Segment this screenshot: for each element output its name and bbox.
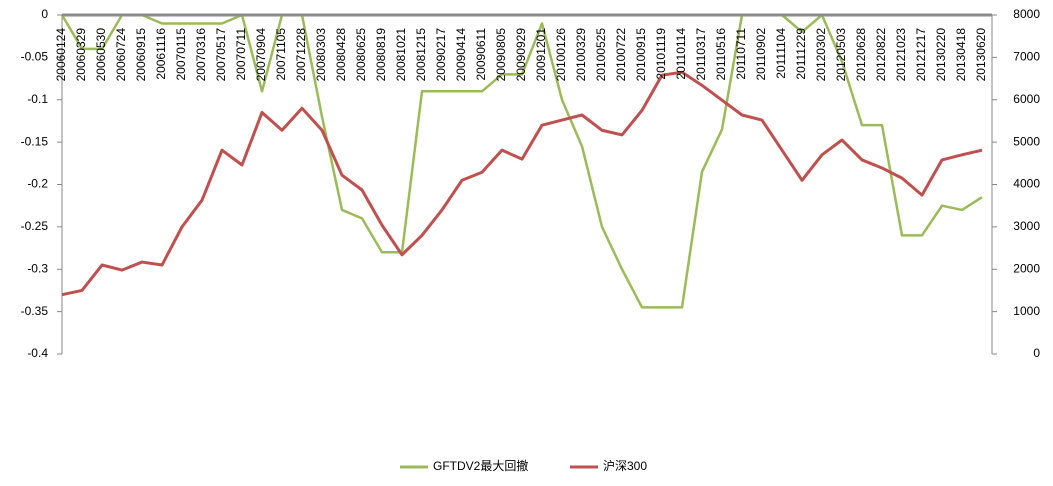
y-tick-label: -0.35	[21, 304, 49, 318]
x-tick-label: 20080428	[334, 28, 348, 82]
y2-tick-label: 3000	[1013, 219, 1040, 233]
x-tick-label: 20090611	[474, 28, 488, 81]
x-tick-label: 20060915	[134, 28, 148, 82]
x-tick-label: 20100329	[574, 28, 588, 82]
legend-label: GFTDV2最大回撤	[433, 458, 528, 473]
y2-tick-label: 8000	[1013, 7, 1040, 21]
x-tick-label: 20100525	[594, 28, 608, 82]
x-tick-label: 20130418	[954, 28, 968, 82]
series-line	[60, 13, 983, 309]
x-tick-label: 20071105	[274, 28, 288, 81]
x-tick-label: 20060530	[94, 28, 108, 82]
x-tick-label: 20101119	[654, 28, 668, 80]
x-tick-label: 20121023	[894, 28, 908, 82]
y2-tick-label: 6000	[1013, 92, 1040, 106]
y-tick-label: -0.1	[27, 92, 48, 106]
x-tick-label: 20110902	[754, 28, 768, 81]
x-tick-label: 20070316	[194, 28, 208, 82]
x-tick-label: 20060724	[114, 28, 128, 82]
y2-tick-label: 0	[1033, 346, 1040, 360]
x-tick-label: 20110114	[674, 28, 688, 80]
y-tick-label: -0.05	[21, 50, 49, 64]
x-tick-label: 20110516	[714, 28, 728, 81]
x-tick-label: 20130620	[974, 28, 988, 82]
x-tick-label: 20060329	[74, 28, 88, 82]
x-tick-label: 20090929	[514, 28, 528, 82]
x-tick-label: 20100915	[634, 28, 648, 82]
y2-tick-label: 5000	[1013, 134, 1040, 148]
y2-tick-label: 1000	[1013, 304, 1040, 318]
x-tick-label: 20111229	[794, 28, 808, 80]
x-tick-label: 20130220	[934, 28, 948, 82]
x-tick-label: 20110711	[734, 28, 748, 80]
x-tick-label: 20080303	[314, 28, 328, 82]
x-tick-label: 20080819	[374, 28, 388, 82]
x-tick-label: 20110317	[694, 28, 708, 81]
x-tick-label: 20080625	[354, 28, 368, 82]
legend-label: 沪深300	[603, 459, 647, 473]
y-tick-label: -0.2	[27, 177, 48, 191]
y-tick-label: 0	[41, 7, 48, 21]
x-tick-label: 20090414	[454, 28, 468, 82]
y2-tick-label: 4000	[1013, 177, 1040, 191]
x-tick-label: 20100722	[614, 28, 628, 82]
y-tick-label: -0.25	[21, 219, 49, 233]
x-tick-label: 20060124	[54, 28, 68, 82]
x-tick-label: 20090805	[494, 28, 508, 82]
x-tick-label: 20111104	[774, 28, 788, 79]
y2-tick-label: 2000	[1013, 261, 1040, 275]
y-tick-label: -0.15	[21, 134, 49, 148]
x-tick-label: 20071228	[294, 28, 308, 82]
x-tick-label: 20070904	[254, 28, 268, 82]
x-tick-label: 20100126	[554, 28, 568, 82]
x-tick-label: 20070711	[234, 28, 248, 81]
series-line	[61, 70, 983, 297]
x-tick-label: 20090217	[434, 28, 448, 82]
x-tick-label: 20070517	[214, 28, 228, 82]
y2-tick-label: 7000	[1013, 50, 1040, 64]
x-tick-label: 20061116	[154, 28, 168, 80]
x-tick-label: 20120822	[874, 28, 888, 82]
y-tick-label: -0.3	[27, 261, 48, 275]
x-tick-label: 20091201	[534, 28, 548, 82]
x-tick-label: 20081215	[414, 28, 428, 82]
x-tick-label: 20120503	[834, 28, 848, 82]
y-tick-label: -0.4	[27, 346, 48, 360]
x-tick-label: 20120302	[814, 28, 828, 82]
x-tick-label: 20081021	[394, 28, 408, 82]
x-tick-label: 20070115	[174, 28, 188, 81]
x-tick-label: 20120628	[854, 28, 868, 82]
x-tick-label: 20121217	[914, 28, 928, 82]
